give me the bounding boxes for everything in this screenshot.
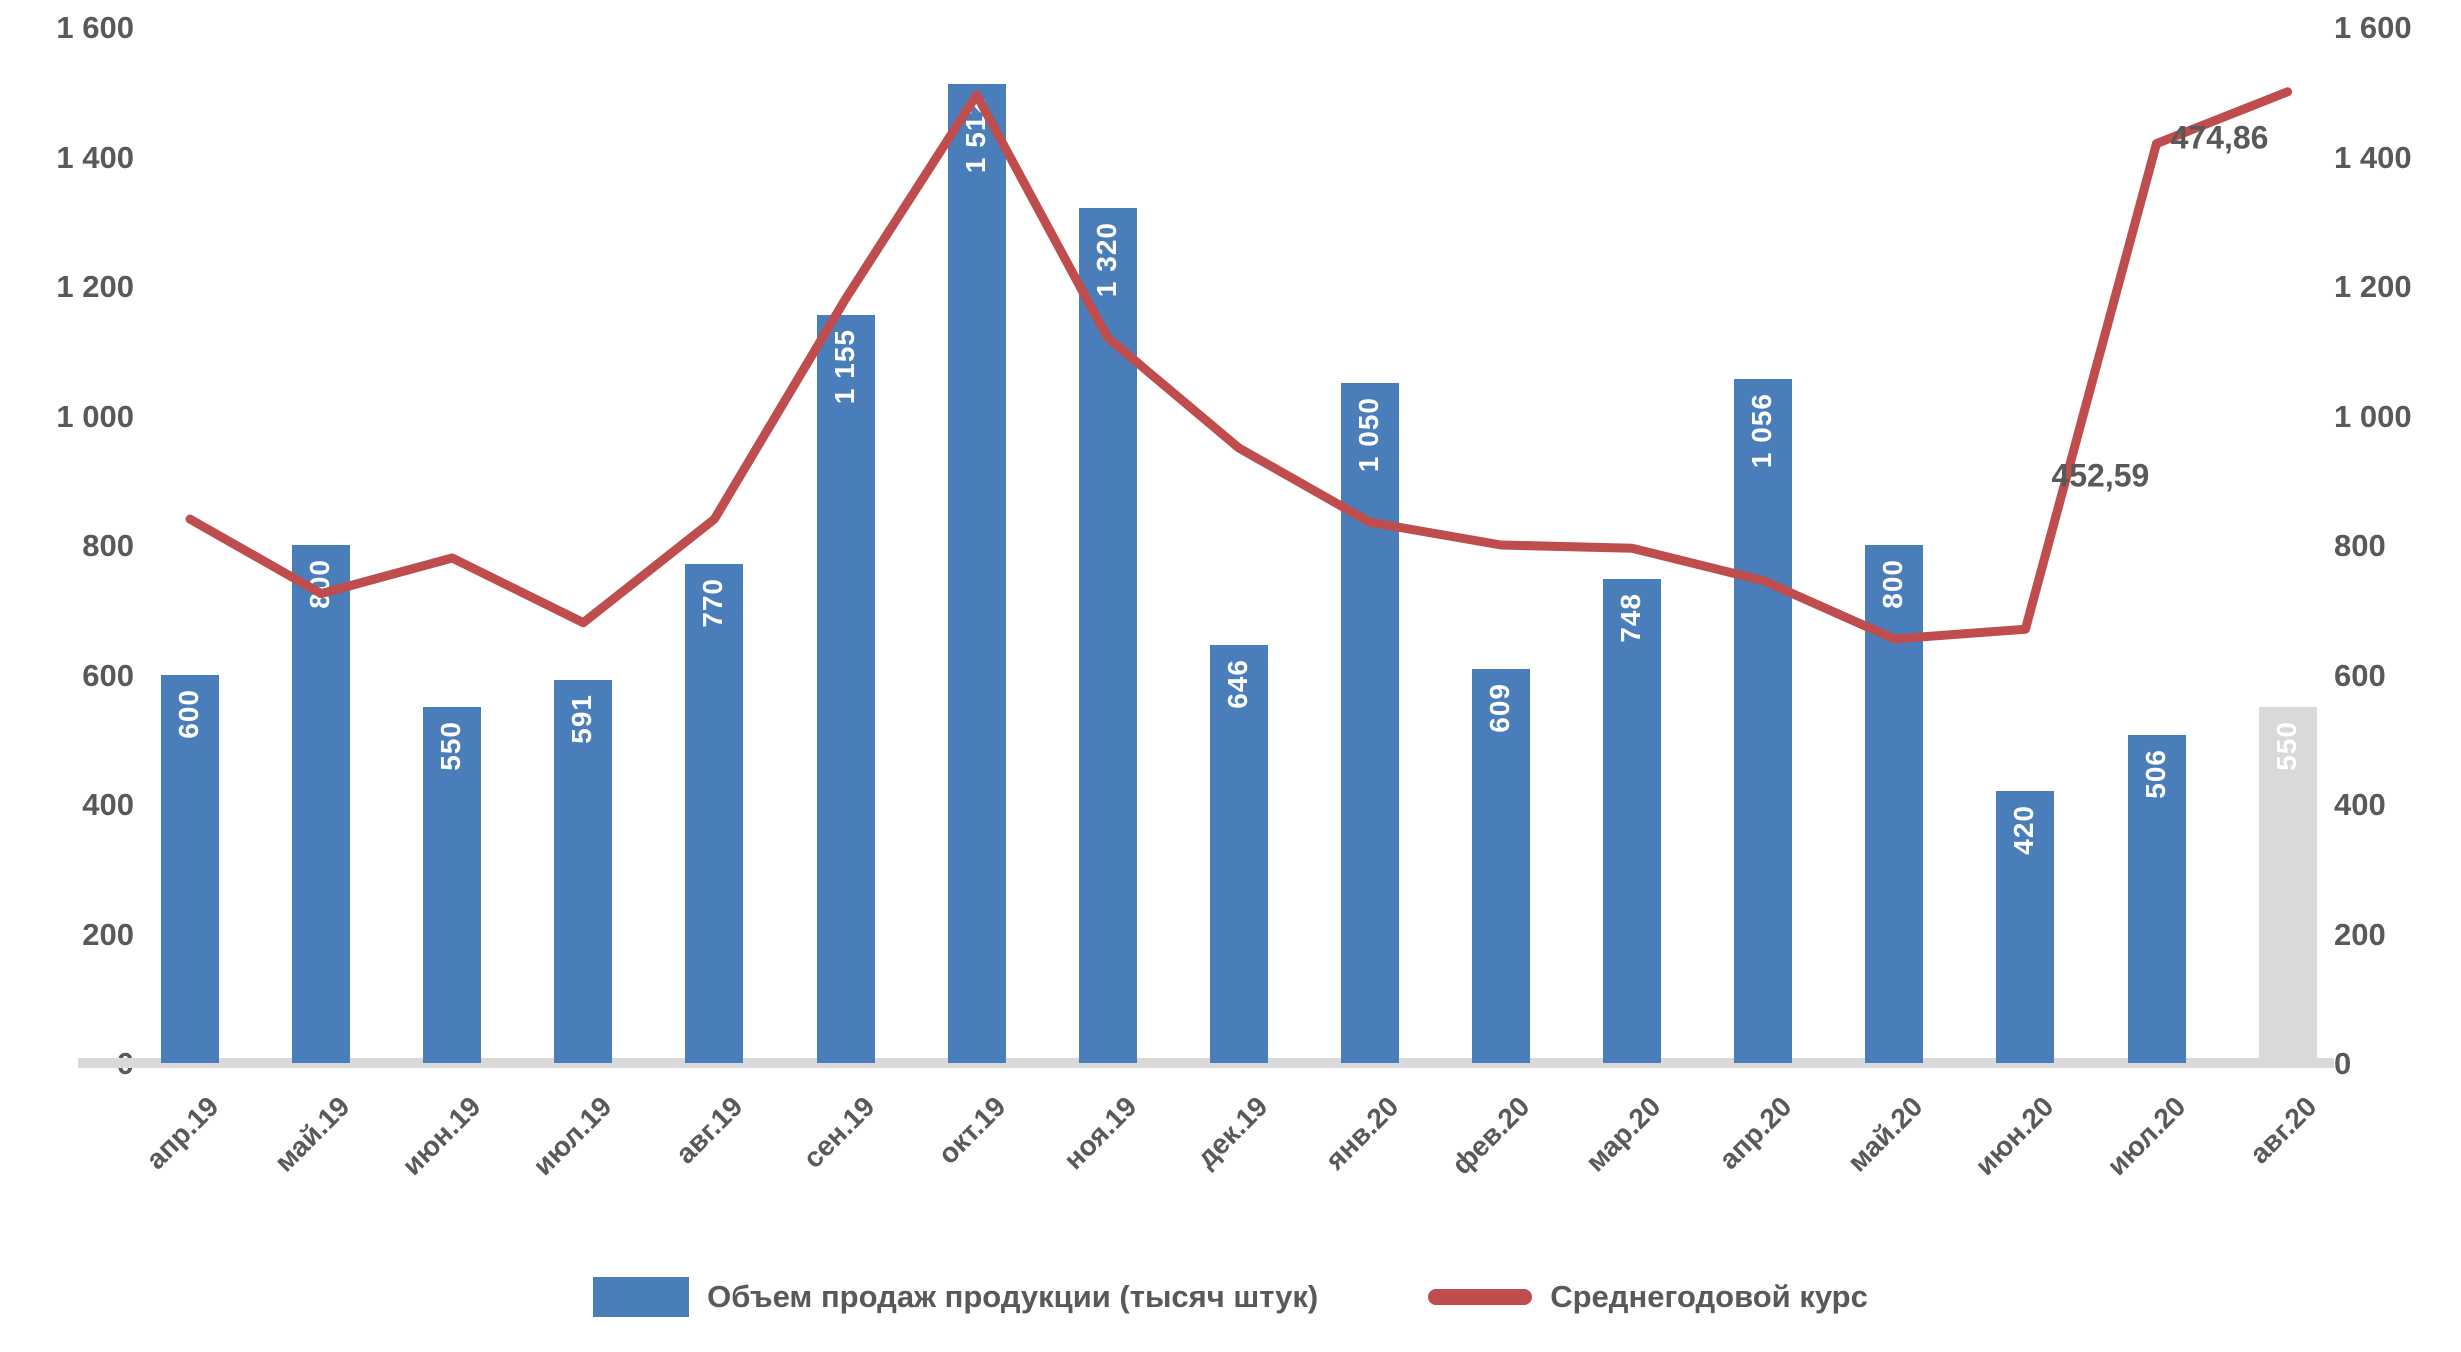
legend-label-line: Среднегодовой курс	[1550, 1279, 1868, 1314]
bar-forecast	[2258, 706, 2317, 1063]
bar	[292, 545, 351, 1063]
bar	[1996, 791, 2055, 1063]
y-tick-right-5: 600	[2334, 657, 2386, 693]
y-tick-left-1: 1 400	[56, 139, 134, 175]
y-tick-right-8: 0	[2334, 1046, 2352, 1081]
y-tick-right-1: 1 400	[2334, 139, 2412, 175]
rate-line	[185, 87, 2293, 644]
x-axis-baseline	[78, 1058, 2334, 1068]
bar	[2127, 735, 2186, 1063]
bar	[161, 674, 219, 1063]
bar	[1603, 578, 1662, 1063]
bar	[423, 706, 482, 1063]
y-tick-left-6: 400	[82, 787, 134, 822]
y-tick-right-6: 400	[2334, 787, 2386, 822]
bar	[554, 680, 613, 1063]
bar	[685, 564, 744, 1063]
y-tick-left-0: 1 600	[56, 10, 134, 45]
bar-swatch-icon	[593, 1277, 690, 1317]
legend: Объем продаж продукции (тысяч штук) Сред…	[0, 1262, 2461, 1332]
bar	[1340, 383, 1399, 1063]
bar	[1734, 379, 1793, 1063]
legend-item-bars: Объем продаж продукции (тысяч штук)	[593, 1277, 1318, 1317]
y-tick-left-3: 1 000	[56, 398, 134, 434]
bar	[816, 315, 875, 1063]
y-tick-right-3: 1 000	[2334, 398, 2412, 434]
line-swatch-icon	[1428, 1289, 1533, 1305]
legend-item-line: Среднегодовой курс	[1428, 1279, 1868, 1315]
bar	[947, 83, 1006, 1063]
y-tick-left-5: 600	[82, 657, 134, 693]
bar	[1472, 668, 1530, 1063]
bar	[1209, 644, 1268, 1063]
y-tick-right-4: 800	[2334, 528, 2386, 563]
line-point-label: 452,59	[2051, 457, 2150, 494]
y-tick-right-7: 200	[2334, 916, 2386, 952]
y-tick-right-2: 1 200	[2334, 269, 2412, 304]
y-tick-left-4: 800	[82, 528, 134, 563]
y-tick-left-7: 200	[82, 916, 134, 952]
y-tick-left-2: 1 200	[56, 269, 134, 304]
y-tick-right-0: 1 600	[2334, 10, 2412, 45]
legend-label-bars: Объем продаж продукции (тысяч штук)	[707, 1279, 1319, 1314]
line-point-label: 474,86	[2170, 119, 2269, 156]
